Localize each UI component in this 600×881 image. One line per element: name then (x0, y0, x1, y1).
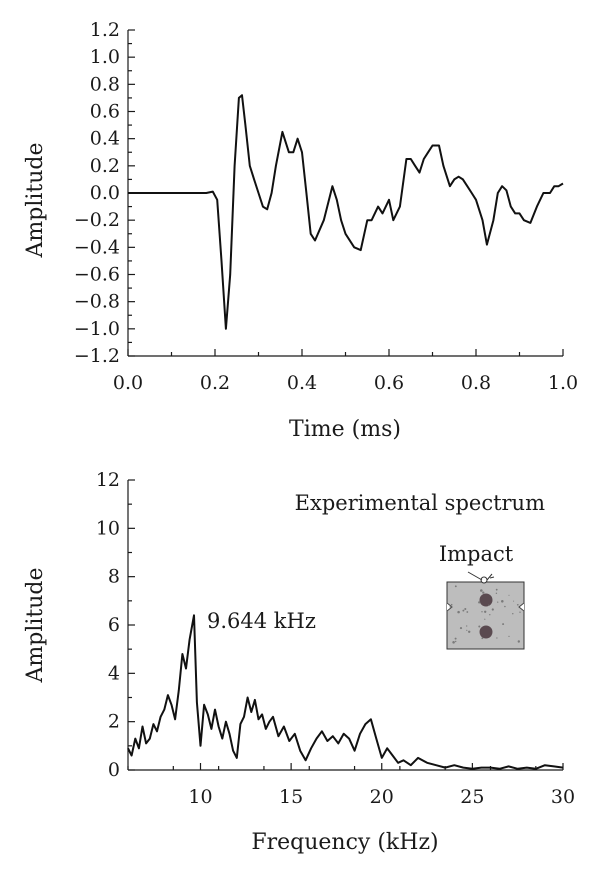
speckle (516, 603, 519, 606)
speckle (504, 605, 506, 608)
speckle (478, 625, 481, 628)
y-tick-label: −0.6 (74, 264, 120, 286)
legend-experimental-spectrum: Experimental spectrum (295, 491, 545, 515)
y-ticks: −1.2 −1.0 −0.8 −0.6 −0.4 −0.2 0.0 0.2 0.4 0.6 0.8 1… (74, 19, 135, 367)
speckle (484, 618, 486, 620)
concrete-block (446, 581, 525, 650)
speckle (519, 611, 521, 613)
aggregate-speckles (449, 585, 521, 644)
x-axis-title: Frequency (kHz) (251, 830, 438, 855)
y-tick-label: 0.4 (90, 128, 120, 150)
x-tick-label: 0.8 (461, 372, 491, 394)
speckle (495, 592, 498, 594)
speckle (482, 591, 485, 594)
y-tick-label: 0.6 (90, 101, 120, 123)
x-tick-label: 10 (188, 786, 212, 808)
speckle (508, 635, 510, 638)
y-tick-label: 0.8 (90, 73, 120, 95)
speckle (517, 640, 520, 643)
y-tick-label: −0.4 (74, 236, 120, 258)
series-line (127, 614, 564, 770)
speckle (466, 611, 469, 613)
speckle (450, 603, 453, 606)
speckle (496, 637, 498, 639)
y-ticks: 0 2 4 6 8 10 12 (96, 469, 135, 781)
speckle (502, 623, 505, 626)
y-tick-label: 12 (96, 469, 120, 491)
x-tick-label: 0.0 (113, 372, 143, 394)
y-tick-label: 0.0 (90, 182, 120, 204)
x-tick-label: 15 (279, 786, 303, 808)
speckle (480, 589, 483, 592)
y-tick-label: −0.2 (74, 209, 120, 231)
y-tick-label: 4 (108, 662, 120, 684)
x-ticks: 10 15 20 25 30 (127, 763, 575, 808)
y-tick-label: 1.0 (90, 46, 120, 68)
frequency-spectrum-chart: 0 2 4 6 8 10 12 10 15 20 25 30 Experimental spectr… (23, 469, 575, 855)
speckle (481, 637, 484, 640)
x-tick-label: 1.0 (548, 372, 578, 394)
y-tick-label: −1.0 (74, 318, 120, 340)
y-tick-label: 0 (108, 759, 120, 781)
y-tick-label: 10 (96, 517, 120, 539)
speckle (497, 601, 499, 603)
x-tick-label: 0.2 (200, 372, 230, 394)
impact-hammer (486, 573, 495, 581)
speckle (466, 629, 468, 631)
speckle (464, 607, 467, 611)
speckle (454, 637, 457, 640)
speckle (454, 585, 457, 588)
x-tick-label: 0.6 (374, 372, 404, 394)
speckle (481, 611, 483, 613)
y-tick-label: −1.2 (74, 345, 120, 367)
x-axis-title: Time (ms) (289, 417, 401, 442)
peak-label: 9.644 kHz (207, 609, 316, 633)
x-ticks: 0.0 0.2 0.4 0.6 0.8 1.0 (113, 349, 578, 394)
speckle (462, 609, 465, 612)
crack-left (446, 602, 453, 612)
y-tick-label: 2 (108, 711, 120, 733)
crack-right (518, 602, 525, 612)
rebar-top (479, 593, 493, 607)
y-tick-label: 8 (108, 566, 120, 588)
speckle (468, 630, 471, 633)
speckle (466, 625, 468, 627)
rebar-bottom (479, 625, 493, 639)
y-axis-title: Amplitude (23, 142, 48, 258)
impact-inset-illustration (446, 571, 525, 650)
series-line (128, 94, 564, 330)
y-tick-label: 1.2 (90, 19, 120, 41)
y-tick-label: 6 (108, 614, 120, 636)
speckle (459, 627, 463, 630)
speckle (513, 600, 515, 602)
speckle (512, 613, 514, 615)
speckle (501, 600, 504, 603)
x-tick-label: 30 (551, 786, 575, 808)
speckle (478, 601, 481, 604)
speckle (489, 614, 491, 616)
y-tick-label: 0.2 (90, 155, 120, 177)
speckle (508, 594, 510, 596)
impact-label: Impact (439, 542, 514, 566)
speckle (484, 610, 487, 613)
speckle (457, 610, 460, 614)
x-tick-label: 0.4 (287, 372, 317, 394)
y-tick-label: −0.8 (74, 291, 120, 313)
speckle (455, 640, 457, 643)
x-tick-label: 20 (370, 786, 394, 808)
speckle (491, 608, 494, 611)
speckle (488, 604, 490, 606)
x-tick-label: 25 (460, 786, 484, 808)
speckle (449, 605, 452, 608)
speckle (495, 588, 498, 591)
speckle (452, 641, 455, 644)
impact-leader (467, 571, 483, 581)
y-axis-title: Amplitude (23, 567, 48, 683)
time-domain-chart: −1.2 −1.0 −0.8 −0.6 −0.4 −0.2 0.0 0.2 0.4 0.6 0.8 1… (23, 19, 578, 442)
